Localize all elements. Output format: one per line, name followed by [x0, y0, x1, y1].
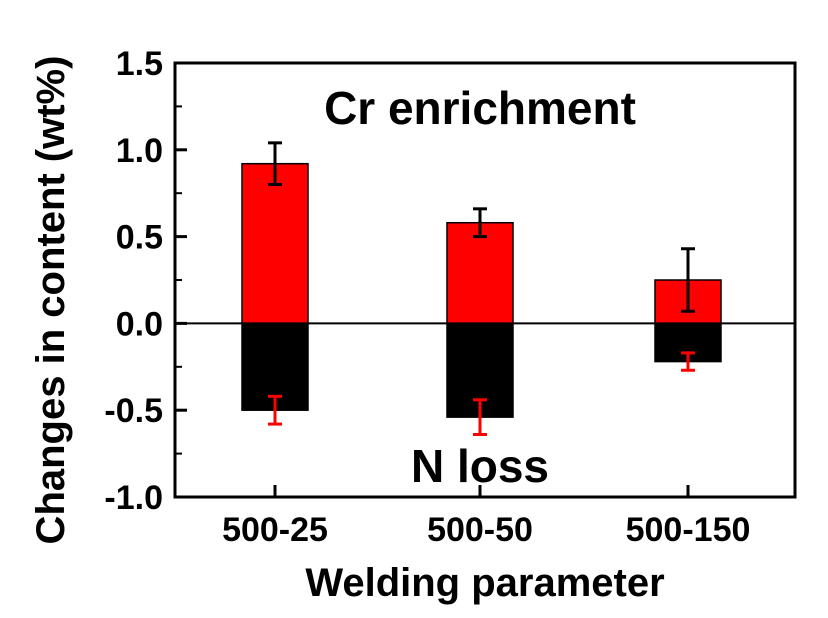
- y-tick-label: 0.5: [116, 219, 163, 257]
- y-tick-label: -1.0: [104, 479, 163, 517]
- y-ticks-group: -1.0 -0.5 0.0 0.5 1.0 1.5: [104, 45, 187, 517]
- y-tick-label: 0.0: [116, 305, 163, 343]
- chart-annotation: Cr enrichment: [324, 82, 636, 134]
- y-tick-label: 1.5: [116, 45, 163, 83]
- y-tick-label: -0.5: [104, 392, 163, 430]
- bars-group: [241, 162, 722, 418]
- x-ticks-group: 500-25 500-50 500-150: [222, 485, 750, 549]
- bar-series1-500-25: [241, 162, 309, 325]
- x-tick-label: 500-150: [626, 511, 751, 549]
- x-tick-label: 500-50: [427, 511, 533, 549]
- annotations-group: Cr enrichment N loss: [324, 82, 636, 492]
- y-tick-label: 1.0: [116, 132, 163, 170]
- bar-series1-500-50: [446, 221, 514, 325]
- x-axis-title: Welding parameter: [305, 561, 664, 605]
- x-tick-label: 500-25: [222, 511, 328, 549]
- chart-annotation: N loss: [411, 440, 549, 492]
- y-axis-title: Changes in content (wt%): [29, 56, 73, 545]
- error-bars-group: [268, 141, 695, 437]
